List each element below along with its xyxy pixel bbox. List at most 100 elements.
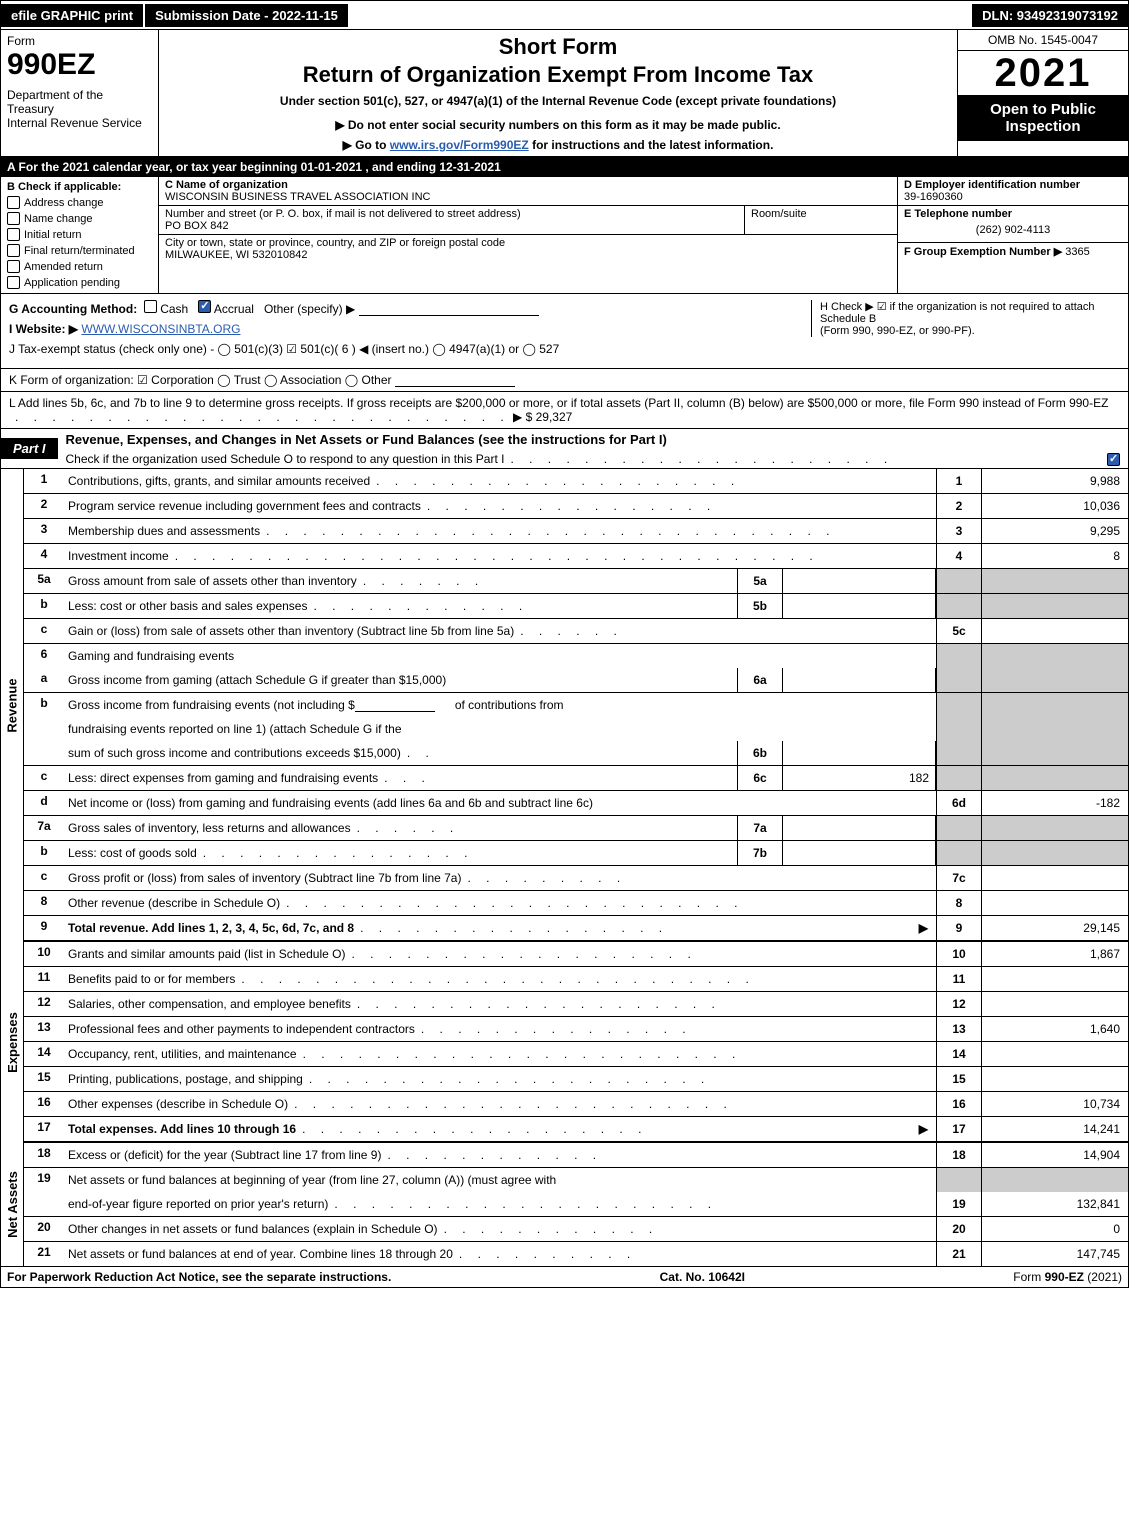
c-addr-label: Number and street (or P. O. box, if mail…: [165, 208, 738, 220]
line-1: 1 Contributions, gifts, grants, and simi…: [24, 469, 1128, 494]
expenses-section: Expenses 10 Grants and similar amounts p…: [0, 942, 1129, 1143]
website-link[interactable]: WWW.WISCONSINBTA.ORG: [81, 322, 240, 336]
line-8-num: 8: [24, 891, 64, 915]
line-20-val: 0: [981, 1217, 1128, 1241]
chk-address-change[interactable]: [7, 196, 20, 209]
c-city-value: MILWAUKEE, WI 532010842: [165, 249, 891, 261]
line-8-rnum: 8: [936, 891, 981, 915]
line-1-num: 1: [24, 469, 64, 493]
submission-date-button[interactable]: Submission Date - 2022-11-15: [145, 4, 350, 27]
chk-accrual[interactable]: [198, 300, 211, 313]
line-18-rnum: 18: [936, 1143, 981, 1167]
line-7c: c Gross profit or (loss) from sales of i…: [24, 866, 1128, 891]
line-4-desc: Investment income: [68, 549, 169, 563]
line-11-desc: Benefits paid to or for members: [68, 972, 235, 986]
line-5b-desc: Less: cost or other basis and sales expe…: [68, 599, 307, 613]
line-13-num: 13: [24, 1017, 64, 1041]
f-label: F Group Exemption Number ▶: [904, 246, 1062, 258]
line-5b: b Less: cost or other basis and sales ex…: [24, 594, 1128, 619]
line-6b-rnum-sh3: [936, 741, 981, 765]
g-label: G Accounting Method:: [9, 302, 137, 316]
short-form-title: Short Form: [167, 34, 949, 60]
irs-link[interactable]: www.irs.gov/Form990EZ: [390, 138, 529, 152]
line-10-num: 10: [24, 942, 64, 966]
line-6a-mval: [783, 668, 936, 692]
line-21: 21 Net assets or fund balances at end of…: [24, 1242, 1128, 1266]
line-7a: 7a Gross sales of inventory, less return…: [24, 816, 1128, 841]
line-5b-rnum-sh: [936, 594, 981, 618]
chk-application-pending[interactable]: [7, 276, 20, 289]
chk-name-change[interactable]: [7, 212, 20, 225]
line-11-val: [981, 967, 1128, 991]
lbl-amended-return: Amended return: [24, 261, 103, 273]
top-bar: efile GRAPHIC print Submission Date - 20…: [0, 0, 1129, 30]
row-a-tax-year: A For the 2021 calendar year, or tax yea…: [0, 157, 1129, 177]
line-6b-3: sum of such gross income and contributio…: [24, 741, 1128, 766]
line-14: 14 Occupancy, rent, utilities, and maint…: [24, 1042, 1128, 1067]
line-20-desc: Other changes in net assets or fund bala…: [68, 1222, 438, 1236]
line-2: 2 Program service revenue including gove…: [24, 494, 1128, 519]
line-20: 20 Other changes in net assets or fund b…: [24, 1217, 1128, 1242]
line-8: 8 Other revenue (describe in Schedule O)…: [24, 891, 1128, 916]
section-def: D Employer identification number 39-1690…: [897, 177, 1128, 293]
chk-initial-return[interactable]: [7, 228, 20, 241]
line-15-desc: Printing, publications, postage, and shi…: [68, 1072, 303, 1086]
line-5a-mnum: 5a: [737, 569, 783, 593]
line-18-desc: Excess or (deficit) for the year (Subtra…: [68, 1148, 381, 1162]
tax-year: 2021: [958, 51, 1128, 95]
row-k: K Form of organization: ☑ Corporation ◯ …: [0, 369, 1129, 392]
line-11-rnum: 11: [936, 967, 981, 991]
line-7c-val: [981, 866, 1128, 890]
line-18-val: 14,904: [981, 1143, 1128, 1167]
other-specify-input[interactable]: [359, 302, 539, 316]
line-7a-mval: [783, 816, 936, 840]
line-12-num: 12: [24, 992, 64, 1016]
k-other-input[interactable]: [395, 373, 515, 387]
line-11-num: 11: [24, 967, 64, 991]
lbl-address-change: Address change: [24, 197, 104, 209]
line-7b: b Less: cost of goods sold. . . . . . . …: [24, 841, 1128, 866]
line-5a-num: 5a: [24, 569, 64, 593]
line-7a-rval-sh: [981, 816, 1128, 840]
chk-final-return[interactable]: [7, 244, 20, 257]
line-5a-rnum-sh: [936, 569, 981, 593]
line-7a-mnum: 7a: [737, 816, 783, 840]
line-6b-amount-input[interactable]: [355, 698, 435, 712]
line-17-rnum: 17: [936, 1117, 981, 1141]
line-6a-mnum: 6a: [737, 668, 783, 692]
line-3-num: 3: [24, 519, 64, 543]
chk-schedule-o[interactable]: [1107, 453, 1120, 466]
arrow-icon: ▶: [915, 1122, 932, 1136]
org-info-block: B Check if applicable: Address change Na…: [0, 177, 1129, 294]
l-text: L Add lines 5b, 6c, and 7b to line 9 to …: [9, 396, 1108, 410]
line-12: 12 Salaries, other compensation, and emp…: [24, 992, 1128, 1017]
line-15-rnum: 15: [936, 1067, 981, 1091]
i-label: I Website: ▶: [9, 322, 78, 336]
line-5c: c Gain or (loss) from sale of assets oth…: [24, 619, 1128, 644]
line-17-desc: Total expenses. Add lines 10 through 16: [68, 1122, 296, 1136]
line-6b-rval-sh: [981, 693, 1128, 717]
line-6d-desc: Net income or (loss) from gaming and fun…: [68, 796, 593, 810]
line-14-val: [981, 1042, 1128, 1066]
line-16-desc: Other expenses (describe in Schedule O): [68, 1097, 288, 1111]
line-6d-rnum: 6d: [936, 791, 981, 815]
line-16-val: 10,734: [981, 1092, 1128, 1116]
form-header: Form 990EZ Department of the Treasury In…: [0, 30, 1129, 157]
chk-amended-return[interactable]: [7, 260, 20, 273]
line-9-desc: Total revenue. Add lines 1, 2, 3, 4, 5c,…: [68, 921, 354, 935]
efile-print-button[interactable]: efile GRAPHIC print: [1, 4, 145, 27]
chk-cash[interactable]: [144, 300, 157, 313]
j-text: J Tax-exempt status (check only one) - ◯…: [9, 342, 559, 356]
line-2-num: 2: [24, 494, 64, 518]
line-10: 10 Grants and similar amounts paid (list…: [24, 942, 1128, 967]
footer-mid: Cat. No. 10642I: [660, 1270, 745, 1284]
section-b: B Check if applicable: Address change Na…: [1, 177, 159, 293]
line-2-desc: Program service revenue including govern…: [68, 499, 421, 513]
part1-sub-text: Check if the organization used Schedule …: [66, 452, 505, 466]
line-19-num: 19: [24, 1168, 64, 1192]
line-7b-mval: [783, 841, 936, 865]
line-6c-mval: 182: [783, 766, 936, 790]
line-15: 15 Printing, publications, postage, and …: [24, 1067, 1128, 1092]
c-addr-value: PO BOX 842: [165, 220, 738, 232]
footer-right: Form 990-EZ (2021): [1013, 1270, 1122, 1284]
